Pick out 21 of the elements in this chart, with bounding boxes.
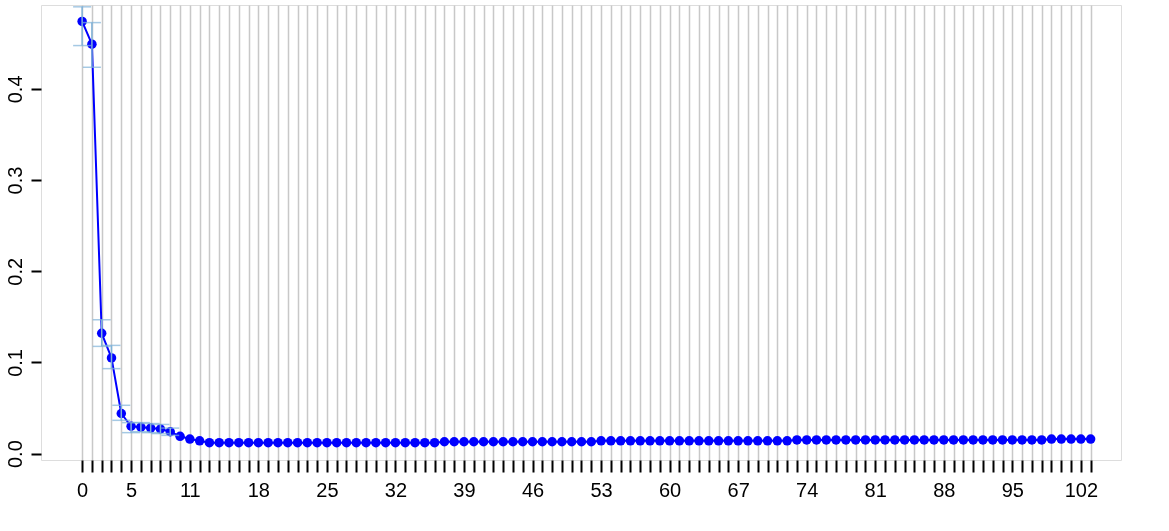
x-tick-label: 67 bbox=[727, 478, 750, 501]
x-tick-label: 11 bbox=[179, 478, 201, 501]
x-tick-label: 32 bbox=[384, 478, 408, 501]
x-tick-label: 102 bbox=[1064, 478, 1099, 501]
x-tick-label: 18 bbox=[247, 478, 270, 501]
x-tick-label: 46 bbox=[521, 478, 545, 501]
y-tick-label: 0.3 bbox=[3, 166, 26, 195]
y-tick-label: 0.0 bbox=[3, 440, 26, 469]
x-tick-label: 88 bbox=[933, 478, 956, 501]
x-tick-label: 0 bbox=[77, 478, 89, 501]
x-tick-label: 60 bbox=[658, 478, 682, 501]
x-tick-label: 81 bbox=[864, 478, 887, 501]
x-tick-label: 74 bbox=[796, 478, 819, 501]
x-tick-label: 39 bbox=[453, 478, 476, 501]
x-tick-label: 5 bbox=[126, 478, 138, 501]
y-tick-label: 0.1 bbox=[3, 349, 26, 377]
x-tick-label: 95 bbox=[1001, 478, 1024, 501]
y-tick-label: 0.4 bbox=[3, 75, 26, 104]
y-tick-label: 0.2 bbox=[3, 257, 26, 286]
x-tick-label: 53 bbox=[590, 478, 613, 501]
x-tick-label: 25 bbox=[316, 478, 339, 501]
